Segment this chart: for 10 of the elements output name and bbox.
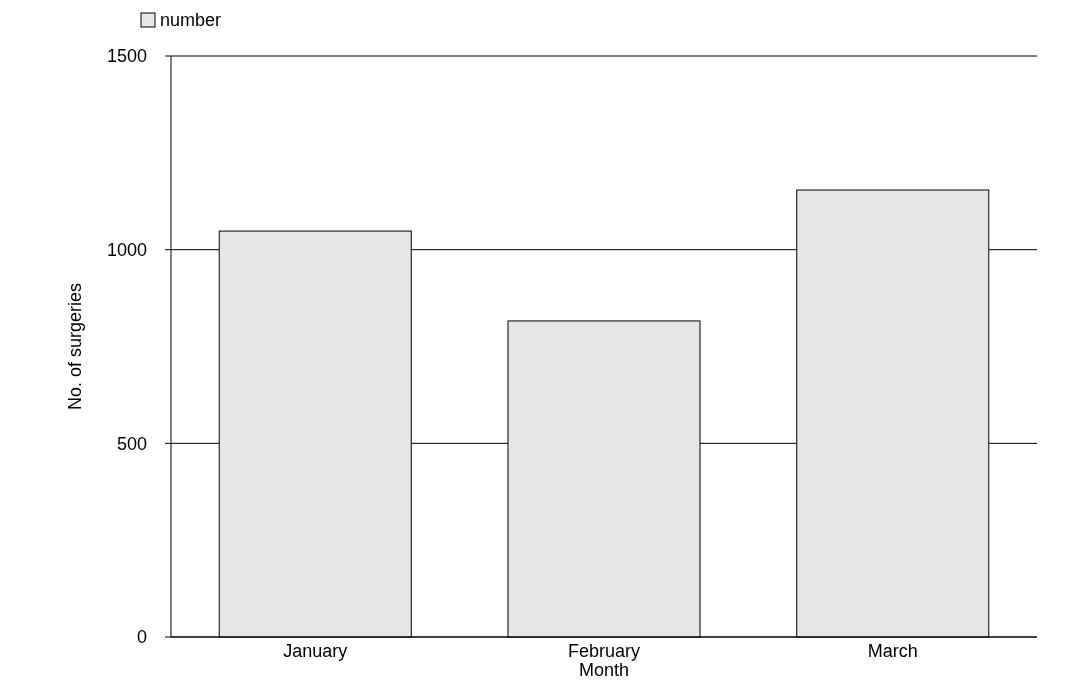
x-tick-label: March: [867, 641, 918, 661]
x-tick-label: February: [567, 641, 641, 661]
y-axis-title: No. of surgeries: [65, 282, 85, 411]
y-tick-label: 500: [116, 433, 147, 454]
y-tick-label: 0: [136, 627, 147, 648]
x-tick-label: January: [283, 641, 348, 661]
x-axis-title: Month: [578, 660, 630, 680]
y-tick-label: 1000: [106, 239, 147, 260]
y-tick-label: 1500: [106, 46, 147, 67]
legend-label: number: [160, 10, 222, 31]
